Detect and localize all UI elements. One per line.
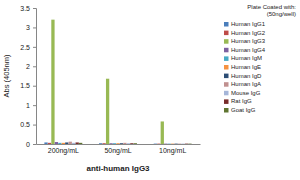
y-tick-mark	[33, 27, 36, 28]
y-axis: 0 0.5 1 1.5 2 2.5 3 3.5	[20, 5, 36, 148]
bar	[51, 20, 54, 144]
bar	[69, 142, 72, 144]
y-axis-line	[33, 9, 37, 145]
y-tick: 0.5	[20, 121, 36, 128]
y-tick-mark	[33, 144, 36, 145]
y-tick-label: 0	[26, 141, 30, 148]
y-tick: 1.5	[20, 82, 36, 89]
bar	[134, 143, 137, 144]
legend-title: Plate Coated with:	[247, 4, 296, 10]
bar	[99, 143, 102, 144]
y-tick-mark	[33, 47, 36, 48]
legend-swatch	[224, 108, 229, 113]
bar	[123, 143, 126, 144]
y-tick-mark	[33, 86, 36, 87]
legend-swatch	[224, 48, 229, 53]
legend-label: Human IgG1	[231, 21, 266, 27]
y-tick-mark	[33, 66, 36, 67]
legend-label: Rat IgG	[231, 98, 252, 104]
bar	[161, 121, 164, 144]
bar	[65, 142, 68, 144]
bar	[130, 143, 133, 144]
bar	[44, 142, 47, 144]
plot-area: 0 0.5 1 1.5 2 2.5 3 3.5 200ng/mL 50ng/mL 10ng/mL	[20, 5, 200, 156]
bar	[48, 143, 51, 144]
legend-label: Human IgA	[231, 81, 261, 87]
legend-swatch	[224, 39, 229, 44]
bar	[164, 143, 167, 144]
legend-label: Human IgG2	[231, 30, 266, 36]
y-tick-label: 0.5	[20, 121, 30, 128]
bar	[79, 143, 82, 144]
bar	[116, 143, 119, 144]
bar	[127, 143, 130, 144]
legend-label: Human IgG4	[231, 47, 266, 53]
legend-swatch	[224, 91, 229, 96]
bar	[62, 143, 65, 144]
y-tick-mark	[33, 8, 36, 9]
legend-label: Human IgD	[231, 73, 262, 79]
bar	[76, 142, 79, 144]
bar	[185, 143, 188, 144]
bar	[188, 143, 191, 144]
x-tick-label: 50ng/mL	[104, 147, 131, 155]
bar	[103, 143, 106, 144]
x-tick: 50ng/mL	[104, 144, 131, 155]
bar	[55, 142, 58, 144]
legend-title: (50ng/well)	[267, 11, 296, 17]
legend-swatch	[224, 31, 229, 35]
y-tick-label: 3.5	[20, 5, 30, 12]
x-tick-label: 10ng/mL	[159, 147, 186, 155]
legend-label: Human IgG3	[231, 38, 266, 44]
y-tick: 3	[26, 24, 36, 31]
y-tick-label: 1	[26, 102, 30, 109]
y-tick-mark	[33, 125, 36, 126]
legend-swatch	[224, 65, 229, 70]
legend-label: Goat IgG	[231, 107, 256, 113]
legend-swatch	[224, 74, 229, 79]
x-axis-line	[37, 144, 201, 145]
bar	[120, 143, 123, 144]
y-tick: 3.5	[20, 5, 36, 12]
y-tick: 1	[26, 102, 36, 109]
x-axis-title: anti-human IgG3	[86, 164, 150, 173]
bar	[109, 143, 112, 144]
legend-swatch	[224, 82, 229, 87]
legend-swatch	[224, 56, 229, 61]
bar	[171, 143, 174, 144]
y-tick-label: 3	[26, 24, 30, 31]
bar	[58, 143, 61, 144]
bar	[154, 143, 157, 144]
y-tick: 2.5	[20, 44, 36, 51]
bar	[72, 143, 75, 144]
bar	[168, 143, 171, 144]
y-tick-label: 2	[26, 63, 30, 70]
x-axis: 200ng/mL 50ng/mL 10ng/mL	[37, 144, 201, 155]
x-tick: 200ng/mL	[48, 144, 79, 155]
y-tick-label: 1.5	[20, 82, 30, 89]
bars	[44, 20, 191, 144]
legend-label: Human IgE	[231, 64, 261, 70]
bar	[113, 143, 116, 144]
x-tick-label: 200ng/mL	[48, 147, 79, 155]
bar	[181, 143, 184, 144]
legend-label: Mouse IgG	[231, 90, 261, 96]
bar	[106, 79, 109, 144]
legend-swatch	[224, 22, 229, 27]
y-axis-title: Abs (405nm)	[2, 54, 11, 97]
x-tick: 10ng/mL	[159, 144, 186, 155]
y-tick-mark	[33, 105, 36, 106]
y-tick-label: 2.5	[20, 44, 30, 51]
legend-label: Human IgM	[231, 55, 262, 61]
chart: 0 0.5 1 1.5 2 2.5 3 3.5 200ng/mL 50ng/mL 10ng/mL Ab…	[0, 0, 300, 180]
legend: Plate Coated with:(50ng/well)Human IgG1 H…	[224, 4, 296, 113]
legend-swatch	[224, 99, 229, 104]
y-tick: 2	[26, 63, 36, 70]
bar	[174, 143, 177, 144]
bar	[157, 143, 160, 144]
y-tick: 0	[26, 141, 36, 148]
bar	[178, 143, 181, 144]
